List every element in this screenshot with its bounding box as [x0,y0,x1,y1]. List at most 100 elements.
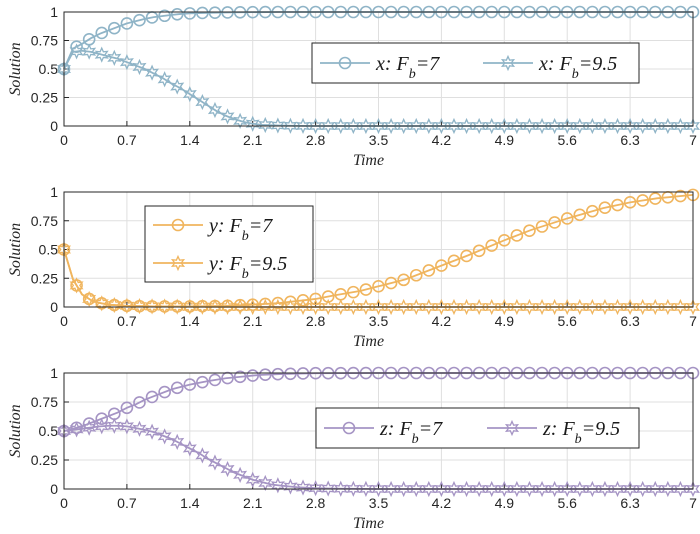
legend-box [311,42,640,84]
x-tick-label: 3.5 [369,132,389,148]
data-point [107,49,122,66]
data-point [145,64,160,81]
data-point [509,298,524,316]
x-tick-label: 1.4 [180,313,200,329]
data-point [233,370,247,384]
y-axis-label: Solution [7,42,24,95]
data-point [560,480,575,498]
data-point [623,298,638,316]
y-tick-label: 1 [50,184,58,200]
data-point [548,216,561,229]
data-point [560,117,575,135]
data-point [170,8,184,21]
data-point [170,433,185,451]
data-point [660,480,675,498]
data-point [547,117,562,135]
data-point [283,117,298,134]
data-point [233,466,248,483]
data-point [145,390,159,404]
axes-frame [63,11,694,127]
data-point [321,298,336,316]
x-tick-label: 4.2 [432,132,452,148]
data-point [233,298,248,316]
data-point [94,418,109,435]
data-point [623,117,638,135]
data-point [673,117,688,135]
data-point [421,117,436,135]
data-point [485,239,499,252]
data-point [208,373,222,387]
data-point [535,298,550,316]
data-point [497,117,512,135]
data-point [434,298,449,316]
chart-panel-y: 0 0.7 1.4 2.1 2.8 3.5 4.2 4.9 5.6 6.3 7 0 0.25 0.5 0.7… [7,184,700,350]
data-point [648,480,663,498]
data-point [422,264,436,277]
data-point [82,43,97,60]
data-point [685,117,700,135]
data-point [372,279,385,293]
data-point [220,108,235,125]
data-point [635,480,650,498]
x-tick-label: 2.8 [306,495,326,511]
data-point [585,298,600,316]
data-point [472,117,487,135]
x-tick-label: 5.6 [557,132,577,148]
legend-star-marker [500,54,516,72]
data-point [82,419,97,436]
x-tick-label: 4.9 [495,313,515,329]
data-point [685,480,700,498]
legend-star-marker [504,419,520,437]
x-tick-label: 4.2 [432,495,452,511]
x-tick-label: 2.8 [306,313,326,329]
data-point [459,117,474,135]
y-tick-label: 0.25 [31,270,58,286]
data-point [484,480,499,498]
data-point [245,471,260,488]
legend-circle-marker [338,56,352,70]
data-point [182,85,197,103]
y-tick-label: 0.25 [31,90,58,106]
data-point [472,298,487,316]
data-point [321,117,336,135]
y-tick-label: 0.75 [31,33,58,49]
data-point [648,192,662,205]
data-point [435,259,448,272]
data-point [270,477,285,494]
data-point [309,292,322,306]
data-point [573,208,587,222]
data-point [119,54,134,71]
data-point [170,381,184,395]
data-point [333,298,348,316]
data-point [196,6,209,20]
x-tick-label: 7 [689,132,697,148]
data-point [270,298,285,316]
data-point [321,480,336,497]
data-point [108,21,121,35]
data-point [195,298,210,315]
data-point [610,117,625,135]
data-point [359,283,373,296]
data-point [409,480,424,498]
data-point [674,189,687,203]
data-point [396,298,411,316]
data-point [421,298,436,316]
data-point [585,480,600,498]
data-point [195,93,210,111]
data-point [371,117,386,135]
data-point [271,367,285,381]
data-point [207,454,222,471]
data-point [258,368,272,382]
axes-frame [63,191,694,308]
data-point [460,249,473,263]
data-point [535,220,549,233]
chart-panel-x: 0 0.7 1.4 2.1 2.8 3.5 4.2 4.9 5.6 6.3 7 0 0.25 0.5 0.7… [7,4,700,169]
data-point [472,244,486,258]
y-axis-label: Solution [7,404,24,457]
x-tick-label: 6.3 [620,132,640,148]
data-point [509,480,524,498]
x-tick-label: 6.3 [620,313,640,329]
x-axis-label: Time [353,515,384,532]
data-point [120,401,134,415]
x-tick-label: 7 [689,313,697,329]
